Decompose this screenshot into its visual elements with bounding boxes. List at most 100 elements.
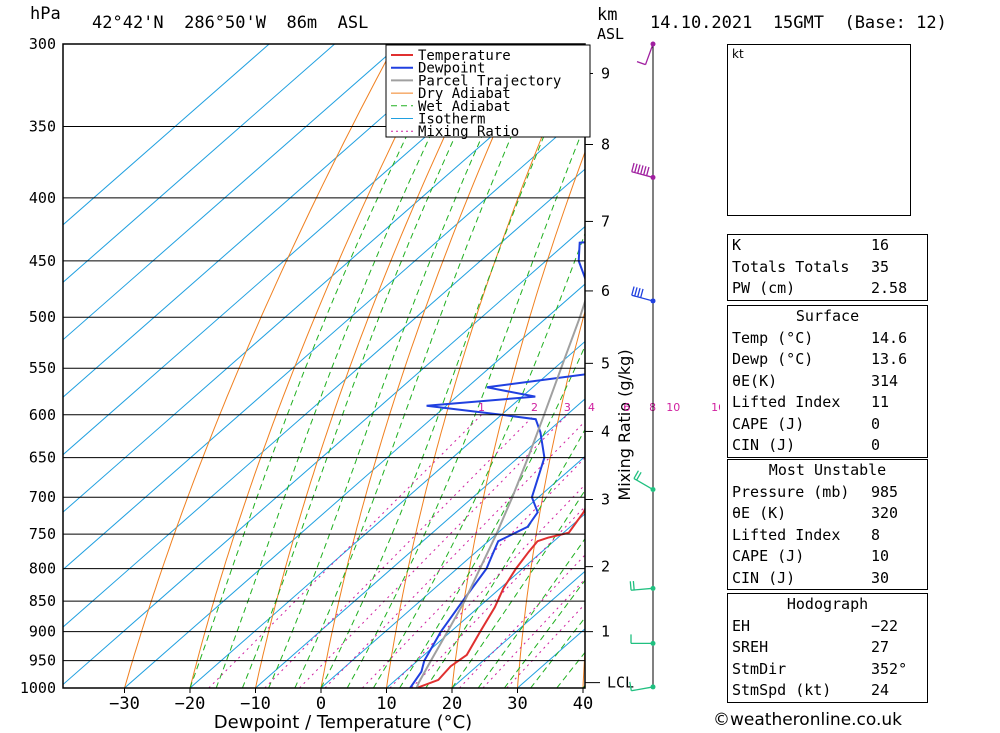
indices-table: K 16 Totals Totals 35 PW (cm) 2.58 <box>727 234 928 301</box>
row-label: CIN (J) <box>732 436 796 454</box>
row-value: 11 <box>871 393 890 411</box>
pressure-tick-label: 700 <box>29 488 56 506</box>
barb-shaft <box>633 477 654 491</box>
wind-barb <box>629 580 656 591</box>
table-row: StmSpd (kt) 24 <box>728 680 927 702</box>
hodo-unit-label: kt <box>732 47 744 61</box>
wet-adiabat-line <box>477 537 585 688</box>
row-value: −22 <box>871 616 899 635</box>
pressure-tick-label: 1000 <box>20 679 56 697</box>
barb-dot <box>650 585 656 591</box>
legend-box <box>385 44 591 138</box>
row-value: 985 <box>871 482 899 501</box>
wind-barb <box>631 286 656 304</box>
legend-item: Wet Adiabat <box>418 99 511 115</box>
temp-tick-label: −20 <box>175 694 206 714</box>
barb-shaft <box>631 686 654 692</box>
table-row: PW (cm) 2.58 <box>728 278 927 300</box>
row-label: CIN (J) <box>732 568 796 587</box>
mixing-ratio-line <box>482 578 585 688</box>
mixing-ratio-line <box>506 603 585 688</box>
isotherm-line <box>320 455 585 688</box>
barb-feather <box>629 581 632 591</box>
row-label: Lifted Index <box>732 525 841 544</box>
barb-feather <box>640 165 644 175</box>
most_unstable-title: Most Unstable <box>768 461 887 479</box>
mixing-ratio-line <box>324 420 585 688</box>
pressure-tick-label: 850 <box>29 592 56 610</box>
table-row: Pressure (mb) 985 <box>728 482 927 504</box>
pressure-tick-label: 950 <box>29 652 56 670</box>
row-label: Temp (°C) <box>732 328 814 347</box>
pressure-tick-label: 750 <box>29 525 56 543</box>
isotherm-line <box>386 513 585 688</box>
row-label: Totals Totals <box>732 257 850 276</box>
hodograph-chart: 255075kt <box>727 44 911 216</box>
table-row: CIN (J) 0 <box>728 435 927 457</box>
barb-dot <box>650 298 656 304</box>
legend-item: Dry Adiabat <box>418 86 511 102</box>
row-label: K <box>732 236 742 254</box>
mixing-ratio-label: 3 <box>564 401 571 414</box>
wind-barb <box>629 681 656 692</box>
hodograph-table: Hodograph EH −22 SREH 27 StmDir 352° StmSpd (kt… <box>727 593 928 703</box>
temperature-line <box>416 506 585 688</box>
legend-item: Temperature <box>418 48 511 64</box>
row-label: StmSpd (kt) <box>732 681 832 699</box>
table-row: Dewp (°C) 13.6 <box>728 349 927 371</box>
km-tick-label: 2 <box>601 558 610 576</box>
km-tick-label: 4 <box>601 422 610 440</box>
row-value: 14.6 <box>871 328 908 347</box>
row-value: 10 <box>871 547 890 565</box>
pressure-tick-label: 450 <box>29 252 56 270</box>
barb-feather <box>632 580 635 591</box>
row-label: CAPE (J) <box>732 414 805 433</box>
barb-feather <box>643 166 647 176</box>
row-label: Pressure (mb) <box>732 482 850 501</box>
pressure-tick-label: 900 <box>29 623 56 641</box>
barb-dot <box>650 640 656 646</box>
row-label: θE (K) <box>732 504 787 522</box>
table-row: Temp (°C) 14.6 <box>728 328 927 350</box>
copyright-text[interactable]: ©weatheronline.co.uk <box>713 710 903 730</box>
row-value: 13.6 <box>871 350 908 368</box>
wet-adiabat-line <box>294 44 553 688</box>
date-title: 14.10.2021 15GMT (Base: 12) <box>650 13 947 33</box>
table-row: Lifted Index 11 <box>728 392 927 414</box>
pressure-tick-label: 500 <box>29 308 56 326</box>
pressure-tick-label: 400 <box>29 189 56 207</box>
dry-adiabat-line <box>451 150 585 688</box>
asl-label: ASL <box>597 25 625 43</box>
dry-adiabat-line <box>517 309 585 688</box>
location-title: 42°42'N 286°50'W 86m ASL <box>92 13 369 33</box>
dry-adiabat-line <box>386 44 582 688</box>
legend-item: Parcel Trajectory <box>418 73 561 89</box>
dry-adiabat-line <box>320 44 535 688</box>
barb-dot <box>650 487 656 493</box>
dewpoint-line <box>409 241 585 688</box>
km-tick-label: 1 <box>601 623 610 641</box>
barb-feather <box>634 163 638 173</box>
row-value: 16 <box>871 236 890 254</box>
barb-dot <box>650 174 656 180</box>
hodo-frame <box>727 44 911 216</box>
mixing-ratio-label: 2 <box>531 401 538 414</box>
barb-dot <box>650 41 656 47</box>
row-label: CAPE (J) <box>732 547 805 565</box>
isotherm-line <box>649 44 721 688</box>
barb-feather <box>636 60 646 66</box>
hodograph_table-title: Hodograph <box>786 595 869 613</box>
barb-shaft <box>644 43 654 65</box>
pressure-tick-label: 600 <box>29 406 56 424</box>
km-tick-label: 6 <box>601 282 610 300</box>
barb-feather <box>631 286 635 296</box>
pressure-tick-label: 550 <box>29 359 56 377</box>
row-value: 0 <box>871 414 881 433</box>
wet-adiabat-line <box>268 44 525 688</box>
table-row: CAPE (J) 10 <box>728 546 927 568</box>
legend-item: Mixing Ratio <box>418 124 519 140</box>
table-row: K 16 <box>728 235 927 257</box>
table-row: StmDir 352° <box>728 659 927 681</box>
temp-tick-label: 40 <box>573 694 593 714</box>
row-label: EH <box>732 616 751 635</box>
